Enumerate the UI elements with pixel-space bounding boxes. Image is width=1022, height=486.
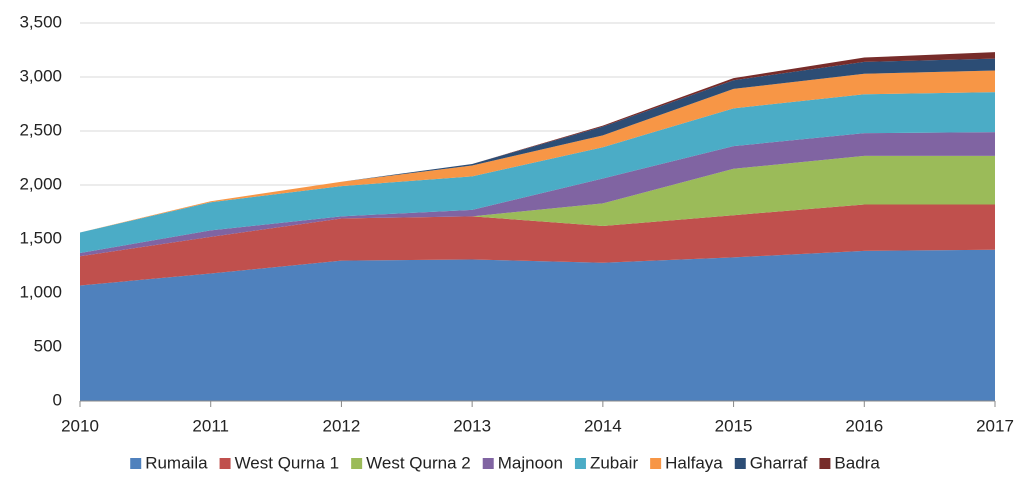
x-tick-label: 2015 (715, 416, 753, 435)
legend-label: Majnoon (498, 453, 563, 472)
legend-label: West Qurna 2 (366, 453, 471, 472)
legend-label: West Qurna 1 (235, 453, 340, 472)
y-tick-label: 500 (34, 336, 62, 355)
legend-label: Rumaila (145, 453, 208, 472)
area (80, 204, 995, 286)
legend-label: Zubair (590, 453, 639, 472)
x-tick-label: 2016 (845, 416, 883, 435)
y-tick-label: 0 (53, 390, 62, 409)
y-tick-label: 2,500 (19, 120, 62, 139)
x-tick-label: 2014 (584, 416, 622, 435)
legend-swatch (574, 458, 586, 469)
legend-swatch (351, 458, 363, 469)
legend-swatch (819, 458, 831, 469)
area (80, 155, 995, 257)
legend-swatch (482, 458, 494, 469)
y-tick-label: 1,500 (19, 228, 62, 247)
y-tick-label: 1,000 (19, 282, 62, 301)
legend-label: Gharraf (750, 453, 808, 472)
y-tick-label: 3,000 (19, 66, 62, 85)
area (80, 249, 995, 401)
area (80, 132, 995, 257)
x-tick-label: 2010 (61, 416, 99, 435)
legend-label: Halfaya (665, 453, 723, 472)
y-tick-label: 2,000 (19, 174, 62, 193)
x-tick-label: 2013 (453, 416, 491, 435)
area (80, 70, 995, 233)
legend-swatch (650, 458, 662, 469)
x-tick-label: 2012 (323, 416, 361, 435)
legend-swatch (734, 458, 746, 469)
legend-swatch (130, 458, 142, 469)
x-tick-label: 2011 (192, 416, 229, 435)
area (80, 92, 995, 254)
area (80, 58, 995, 233)
legend-label: Badra (834, 453, 880, 472)
y-tick-label: 3,500 (19, 12, 62, 31)
x-tick-label: 2017 (976, 416, 1014, 435)
legend-swatch (219, 458, 231, 469)
